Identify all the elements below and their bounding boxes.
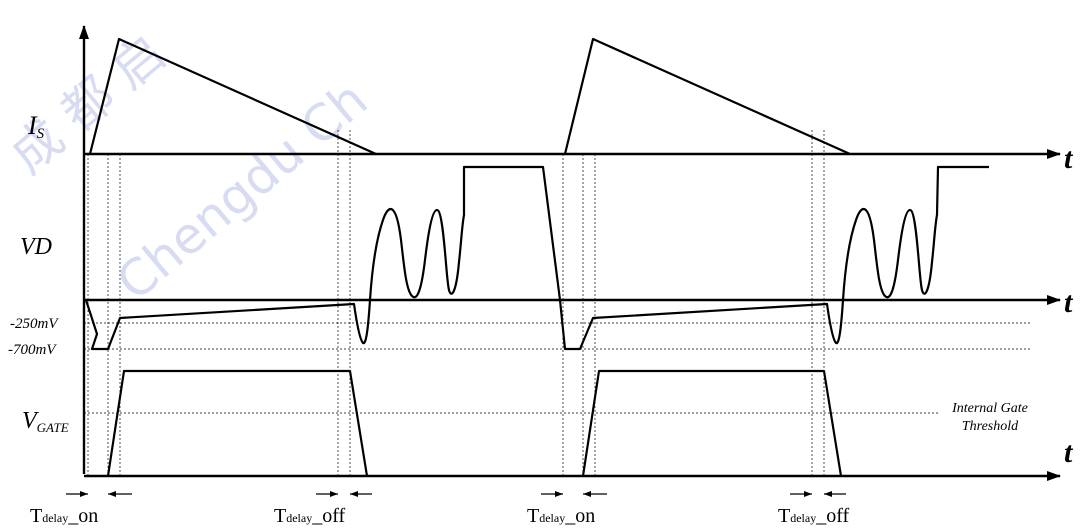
watermark-english: Chengdu Ch (106, 70, 378, 312)
gate-threshold-label-line2: Threshold (962, 419, 1019, 434)
delay-on-label-1: Tdelay_on (30, 505, 98, 527)
signal-label-vgate: VGATE (22, 408, 69, 435)
time-label-vgate: t (1064, 436, 1074, 469)
signal-label-is: IS (27, 111, 45, 142)
delay-off-label-2: Tdelay_off (778, 505, 850, 527)
delay-on-label-2: Tdelay_on (527, 505, 595, 527)
is-waveform (88, 37, 377, 156)
delay-off-label-1: Tdelay_off (274, 505, 346, 527)
vd-waveform (84, 165, 989, 351)
time-label-is: t (1064, 142, 1074, 175)
gate-threshold-label-line1: Internal Gate (951, 401, 1028, 416)
level-label-700mv: -700mV (8, 342, 57, 358)
watermark: 成 都 启 Chengdu Ch (0, 24, 378, 312)
time-label-vd: t (1064, 286, 1074, 319)
signal-label-vd: VD (20, 234, 52, 260)
vgate-waveform-cycle2 (581, 369, 843, 477)
vgate-waveform (106, 369, 369, 477)
is-waveform-cycle2 (563, 37, 851, 156)
watermark-chinese: 成 都 启 (0, 24, 176, 185)
level-label-250mv: -250mV (10, 316, 59, 332)
timing-guides (87, 130, 825, 476)
